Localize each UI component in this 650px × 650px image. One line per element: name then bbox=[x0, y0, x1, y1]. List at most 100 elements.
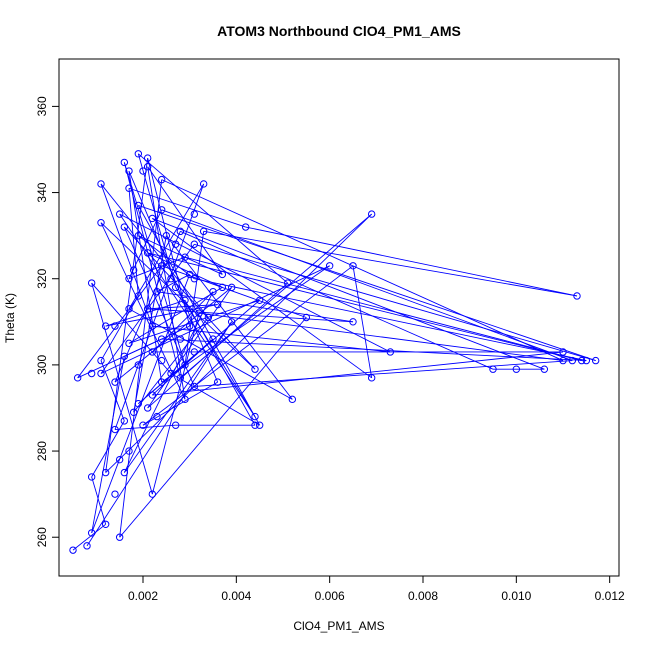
path-segment bbox=[72, 523, 106, 551]
data-point bbox=[101, 468, 110, 477]
path-segment bbox=[152, 217, 545, 370]
y-tick-label: 320 bbox=[35, 268, 49, 288]
data-point bbox=[134, 231, 143, 240]
data-point bbox=[185, 270, 194, 279]
data-point bbox=[181, 395, 189, 404]
x-axis: 0.002 0.004 0.006 0.008 0.010 0.012 bbox=[128, 576, 625, 603]
data-point bbox=[171, 240, 180, 248]
x-tick-label: 0.004 bbox=[221, 589, 251, 603]
data-point bbox=[87, 369, 96, 378]
path-segment bbox=[123, 321, 233, 473]
path-segment bbox=[114, 231, 181, 383]
data-point bbox=[167, 275, 175, 283]
chart-title: ATOM3 Northbound ClO4_PM1_AMS bbox=[217, 23, 461, 39]
path-segment bbox=[128, 188, 139, 296]
path-segment bbox=[100, 360, 125, 422]
path-segment bbox=[245, 226, 578, 297]
data-point bbox=[69, 546, 77, 554]
path-segment bbox=[203, 230, 578, 297]
path-segment bbox=[194, 243, 596, 362]
path-segment bbox=[147, 282, 288, 409]
data-point bbox=[213, 378, 222, 386]
data-point bbox=[148, 391, 157, 399]
data-point bbox=[251, 365, 259, 373]
data-point bbox=[87, 473, 96, 481]
path-segment bbox=[119, 213, 256, 417]
data-point bbox=[283, 279, 292, 287]
data-point bbox=[209, 335, 217, 343]
data-point bbox=[171, 421, 180, 429]
data-point bbox=[251, 412, 259, 421]
data-point bbox=[251, 421, 259, 429]
data-point bbox=[111, 378, 119, 386]
data-point bbox=[125, 447, 133, 455]
path-segment bbox=[161, 265, 307, 318]
data-point bbox=[101, 520, 110, 528]
path-segment bbox=[100, 243, 195, 374]
data-point bbox=[190, 348, 199, 356]
y-tick-label: 260 bbox=[35, 527, 49, 547]
path-segment bbox=[123, 291, 214, 473]
data-point bbox=[190, 240, 199, 248]
data-point bbox=[325, 262, 334, 270]
data-point bbox=[153, 287, 161, 296]
data-point bbox=[540, 365, 549, 373]
data-point bbox=[148, 322, 157, 330]
data-point bbox=[134, 399, 143, 408]
data-point bbox=[120, 417, 129, 425]
data-point bbox=[577, 356, 586, 365]
data-point bbox=[241, 223, 250, 231]
path-segment bbox=[100, 295, 139, 361]
data-point bbox=[255, 296, 264, 304]
data-point bbox=[139, 421, 147, 429]
data-point bbox=[139, 167, 147, 175]
path-segment bbox=[170, 373, 260, 426]
x-tick-label: 0.008 bbox=[408, 589, 438, 603]
path-segment bbox=[91, 282, 153, 495]
path-segment bbox=[194, 278, 587, 362]
x-axis-label: ClO4_PM1_AMS bbox=[293, 619, 384, 633]
path-segment bbox=[123, 162, 186, 366]
data-point bbox=[148, 348, 157, 356]
path-segment bbox=[128, 187, 246, 228]
path-segment bbox=[86, 321, 233, 547]
path-segment bbox=[105, 299, 186, 327]
data-point bbox=[148, 490, 157, 498]
path-segment bbox=[138, 205, 596, 362]
data-point bbox=[125, 184, 133, 192]
data-point bbox=[190, 382, 199, 391]
data-point bbox=[559, 348, 567, 356]
data-point bbox=[111, 322, 119, 330]
data-point bbox=[97, 356, 105, 365]
data-point bbox=[120, 158, 129, 167]
path-segment bbox=[91, 476, 107, 525]
data-point bbox=[199, 227, 208, 236]
path-segment bbox=[124, 226, 256, 370]
data-point bbox=[195, 309, 203, 317]
plot-frame bbox=[58, 58, 620, 577]
data-point bbox=[213, 300, 222, 309]
data-point bbox=[87, 279, 96, 287]
path-segment bbox=[152, 325, 391, 353]
data-point bbox=[573, 292, 581, 300]
path-segment bbox=[156, 291, 354, 323]
data-point bbox=[101, 322, 110, 330]
path-segment bbox=[91, 356, 125, 533]
data-point bbox=[83, 542, 91, 550]
data-point bbox=[512, 365, 521, 373]
data-point bbox=[190, 275, 199, 283]
y-tick-label: 340 bbox=[35, 182, 49, 202]
data-point bbox=[125, 275, 133, 283]
data-point bbox=[176, 374, 185, 382]
data-point bbox=[209, 287, 217, 296]
data-point bbox=[227, 318, 236, 326]
data-point bbox=[134, 150, 143, 158]
path-segment bbox=[123, 226, 195, 387]
data-point bbox=[204, 313, 213, 322]
data-point bbox=[120, 352, 129, 360]
path-segment bbox=[147, 252, 582, 362]
data-point bbox=[120, 468, 129, 477]
path-segment bbox=[152, 351, 564, 396]
data-point bbox=[386, 348, 395, 356]
